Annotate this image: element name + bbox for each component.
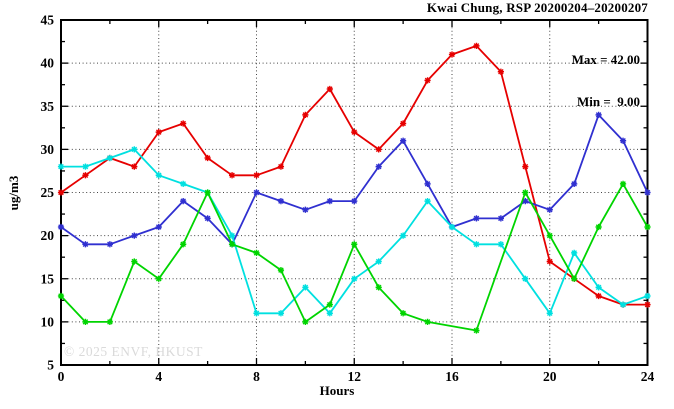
legend-max-value: Max = 42.00 — [571, 52, 640, 67]
series-cyan — [57, 146, 651, 317]
chart-title: Kwai Chung, RSP 20200204–20200207 — [426, 0, 648, 15]
y-tick-label: 20 — [41, 228, 55, 243]
y-tick-label: 45 — [41, 13, 55, 28]
y-tick-label: 25 — [41, 185, 55, 200]
y-axis-label: ug/m3 — [6, 175, 21, 211]
series-cyan-markers — [57, 146, 651, 317]
x-tick-label: 4 — [155, 369, 162, 384]
x-axis-label: Hours — [319, 383, 355, 398]
x-tick-label: 12 — [348, 369, 362, 384]
x-tick-label: 16 — [445, 369, 459, 384]
y-tick-label: 5 — [47, 358, 54, 373]
y-tick-label: 10 — [41, 314, 55, 329]
series-green-markers — [57, 180, 651, 334]
x-tick-label: 24 — [641, 369, 655, 384]
series-green — [57, 180, 651, 334]
plot-border — [60, 19, 649, 366]
y-tick-label: 15 — [41, 271, 55, 286]
y-tick-label: 30 — [41, 142, 55, 157]
legend-min-value: Min = 9.00 — [576, 94, 640, 109]
x-tick-label: 20 — [543, 369, 557, 384]
legend: Max = 42.00 Min = 9.00 — [572, 25, 640, 137]
watermark: © 2025 ENVF, HKUST — [64, 344, 203, 359]
x-tick-label: 0 — [58, 369, 65, 384]
y-tick-label: 40 — [41, 56, 55, 71]
y-tick-label: 35 — [41, 99, 55, 114]
x-tick-label: 8 — [253, 369, 260, 384]
